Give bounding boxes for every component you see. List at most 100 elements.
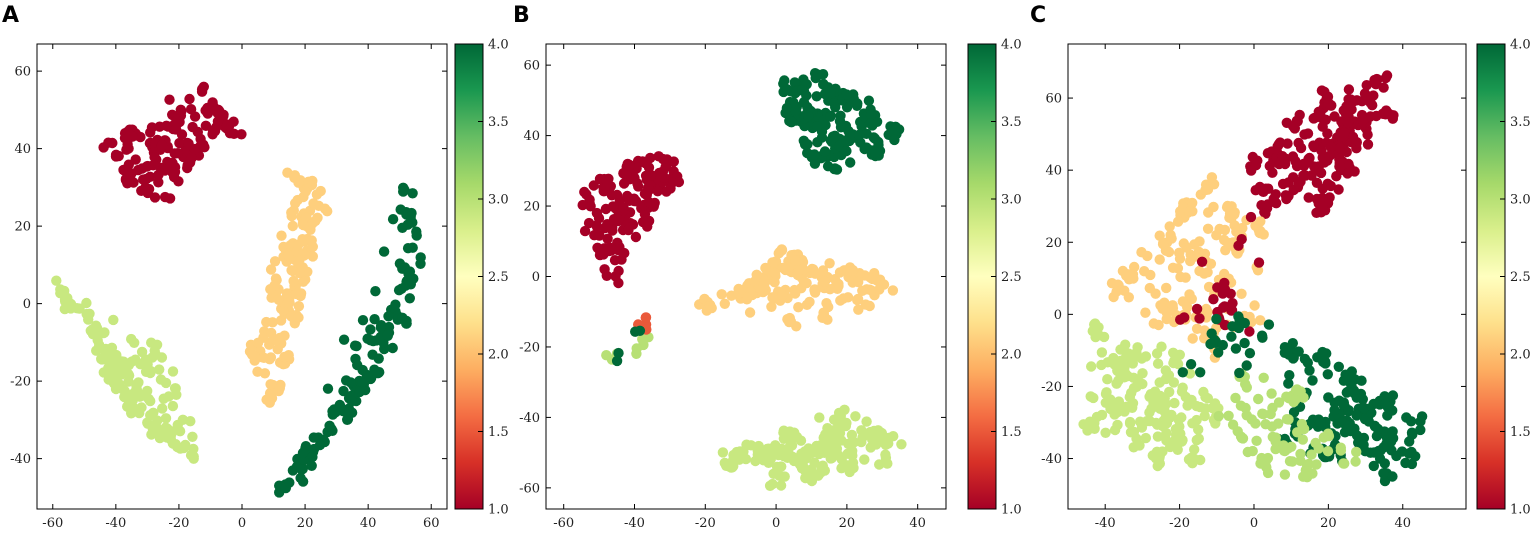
colorbar-tick-label: 3.0: [1510, 193, 1531, 208]
scatter-point: [51, 275, 62, 286]
scatter-point: [786, 116, 797, 128]
scatter-point: [308, 432, 319, 443]
scatter-point: [1343, 405, 1354, 416]
scatter-point: [1227, 298, 1238, 309]
scatter-point: [1294, 109, 1305, 121]
scatter-point: [267, 317, 278, 328]
scatter-point: [831, 164, 843, 175]
scatter-point: [637, 216, 649, 228]
scatter-point: [286, 265, 297, 276]
scatter-point: [1267, 431, 1279, 443]
scatter-point: [1281, 391, 1292, 402]
scatter-point: [619, 247, 630, 259]
x-tick-label: 0: [1250, 516, 1258, 531]
scatter-point: [1153, 319, 1164, 331]
scatter-point: [307, 451, 318, 463]
scatter-point: [145, 395, 156, 407]
scatter-point: [1343, 84, 1355, 95]
y-tick-label: -20: [10, 375, 31, 390]
scatter-point: [1217, 339, 1229, 351]
scatter-point: [802, 139, 813, 150]
scatter-point: [630, 231, 642, 243]
scatter-point: [804, 296, 815, 308]
scatter-point: [1140, 307, 1151, 318]
scatter-point: [1292, 427, 1303, 438]
scatter-point: [1144, 407, 1155, 418]
scatter-point: [133, 164, 144, 176]
scatter-point: [1193, 433, 1205, 444]
scatter-point: [841, 136, 852, 147]
scatter-point: [107, 137, 118, 149]
scatter-point: [1199, 248, 1211, 259]
scatter-point: [1266, 388, 1277, 399]
scatter-point: [579, 225, 591, 237]
scatter-point: [824, 258, 835, 269]
scatter-point: [1253, 257, 1265, 268]
scatter-point: [825, 86, 836, 97]
colorbar-tick-label: 4.0: [1001, 38, 1022, 53]
scatter-point: [853, 304, 864, 315]
scatter-point: [150, 420, 162, 431]
colorbar-tick-label: 1.0: [1001, 503, 1022, 518]
scatter-point: [624, 159, 635, 171]
scatter-point: [1338, 397, 1350, 408]
scatter-point: [1150, 288, 1161, 299]
scatter-point: [1298, 170, 1309, 181]
scatter-point: [1387, 471, 1398, 482]
scatter-point: [847, 450, 858, 461]
scatter-point: [1134, 416, 1146, 427]
scatter-point: [1324, 150, 1336, 161]
scatter-point: [790, 105, 801, 117]
scatter-point: [1325, 180, 1337, 192]
scatter-point: [157, 403, 168, 414]
scatter-point: [809, 149, 820, 160]
scatter-point: [1202, 306, 1213, 318]
scatter-point: [98, 327, 110, 339]
scatter-point: [265, 379, 276, 390]
scatter-point: [1187, 333, 1198, 344]
scatter-point: [1211, 313, 1222, 325]
scatter-point: [1109, 409, 1120, 420]
scatter-point: [751, 269, 762, 280]
scatter-point: [1128, 352, 1139, 364]
scatter-point: [1262, 467, 1274, 479]
scatter-point: [308, 443, 320, 455]
scatter-point: [1128, 442, 1139, 453]
scatter-point: [1119, 372, 1130, 383]
scatter-point: [846, 429, 858, 441]
scatter-point: [1310, 437, 1321, 449]
scatter-point: [589, 230, 600, 241]
x-tick-label: 20: [839, 516, 856, 531]
scatter-point: [1372, 398, 1383, 409]
scatter-point: [1106, 278, 1118, 289]
scatter-point: [1258, 229, 1269, 240]
scatter-point: [887, 285, 899, 296]
scatter-point: [1170, 424, 1182, 435]
scatter-point: [87, 329, 99, 340]
scatter-point: [599, 264, 610, 275]
scatter-point: [1270, 443, 1281, 455]
scatter-point: [1351, 446, 1362, 458]
scatter-point: [845, 157, 856, 168]
scatter-point: [1317, 201, 1328, 212]
scatter-point: [1325, 141, 1337, 153]
scatter-point: [877, 436, 889, 447]
colorbar-tick-label: 3.5: [488, 115, 509, 130]
scatter-point: [841, 145, 852, 157]
scatter-point: [167, 366, 179, 377]
scatter-point: [863, 95, 875, 106]
scatter-point: [365, 324, 376, 335]
scatter-point: [311, 189, 323, 200]
scatter-point: [404, 293, 415, 304]
scatter-point: [793, 302, 804, 313]
colorbar-tick-label: 3.5: [1001, 115, 1022, 130]
scatter-point: [1125, 427, 1137, 438]
scatter-point: [214, 105, 225, 117]
scatter-point: [265, 264, 277, 275]
scatter-point: [1140, 432, 1152, 444]
scatter-point: [189, 111, 201, 122]
colorbar-tick-label: 2.0: [1510, 348, 1531, 363]
scatter-point: [1157, 303, 1168, 314]
scatter-point: [1304, 365, 1315, 376]
